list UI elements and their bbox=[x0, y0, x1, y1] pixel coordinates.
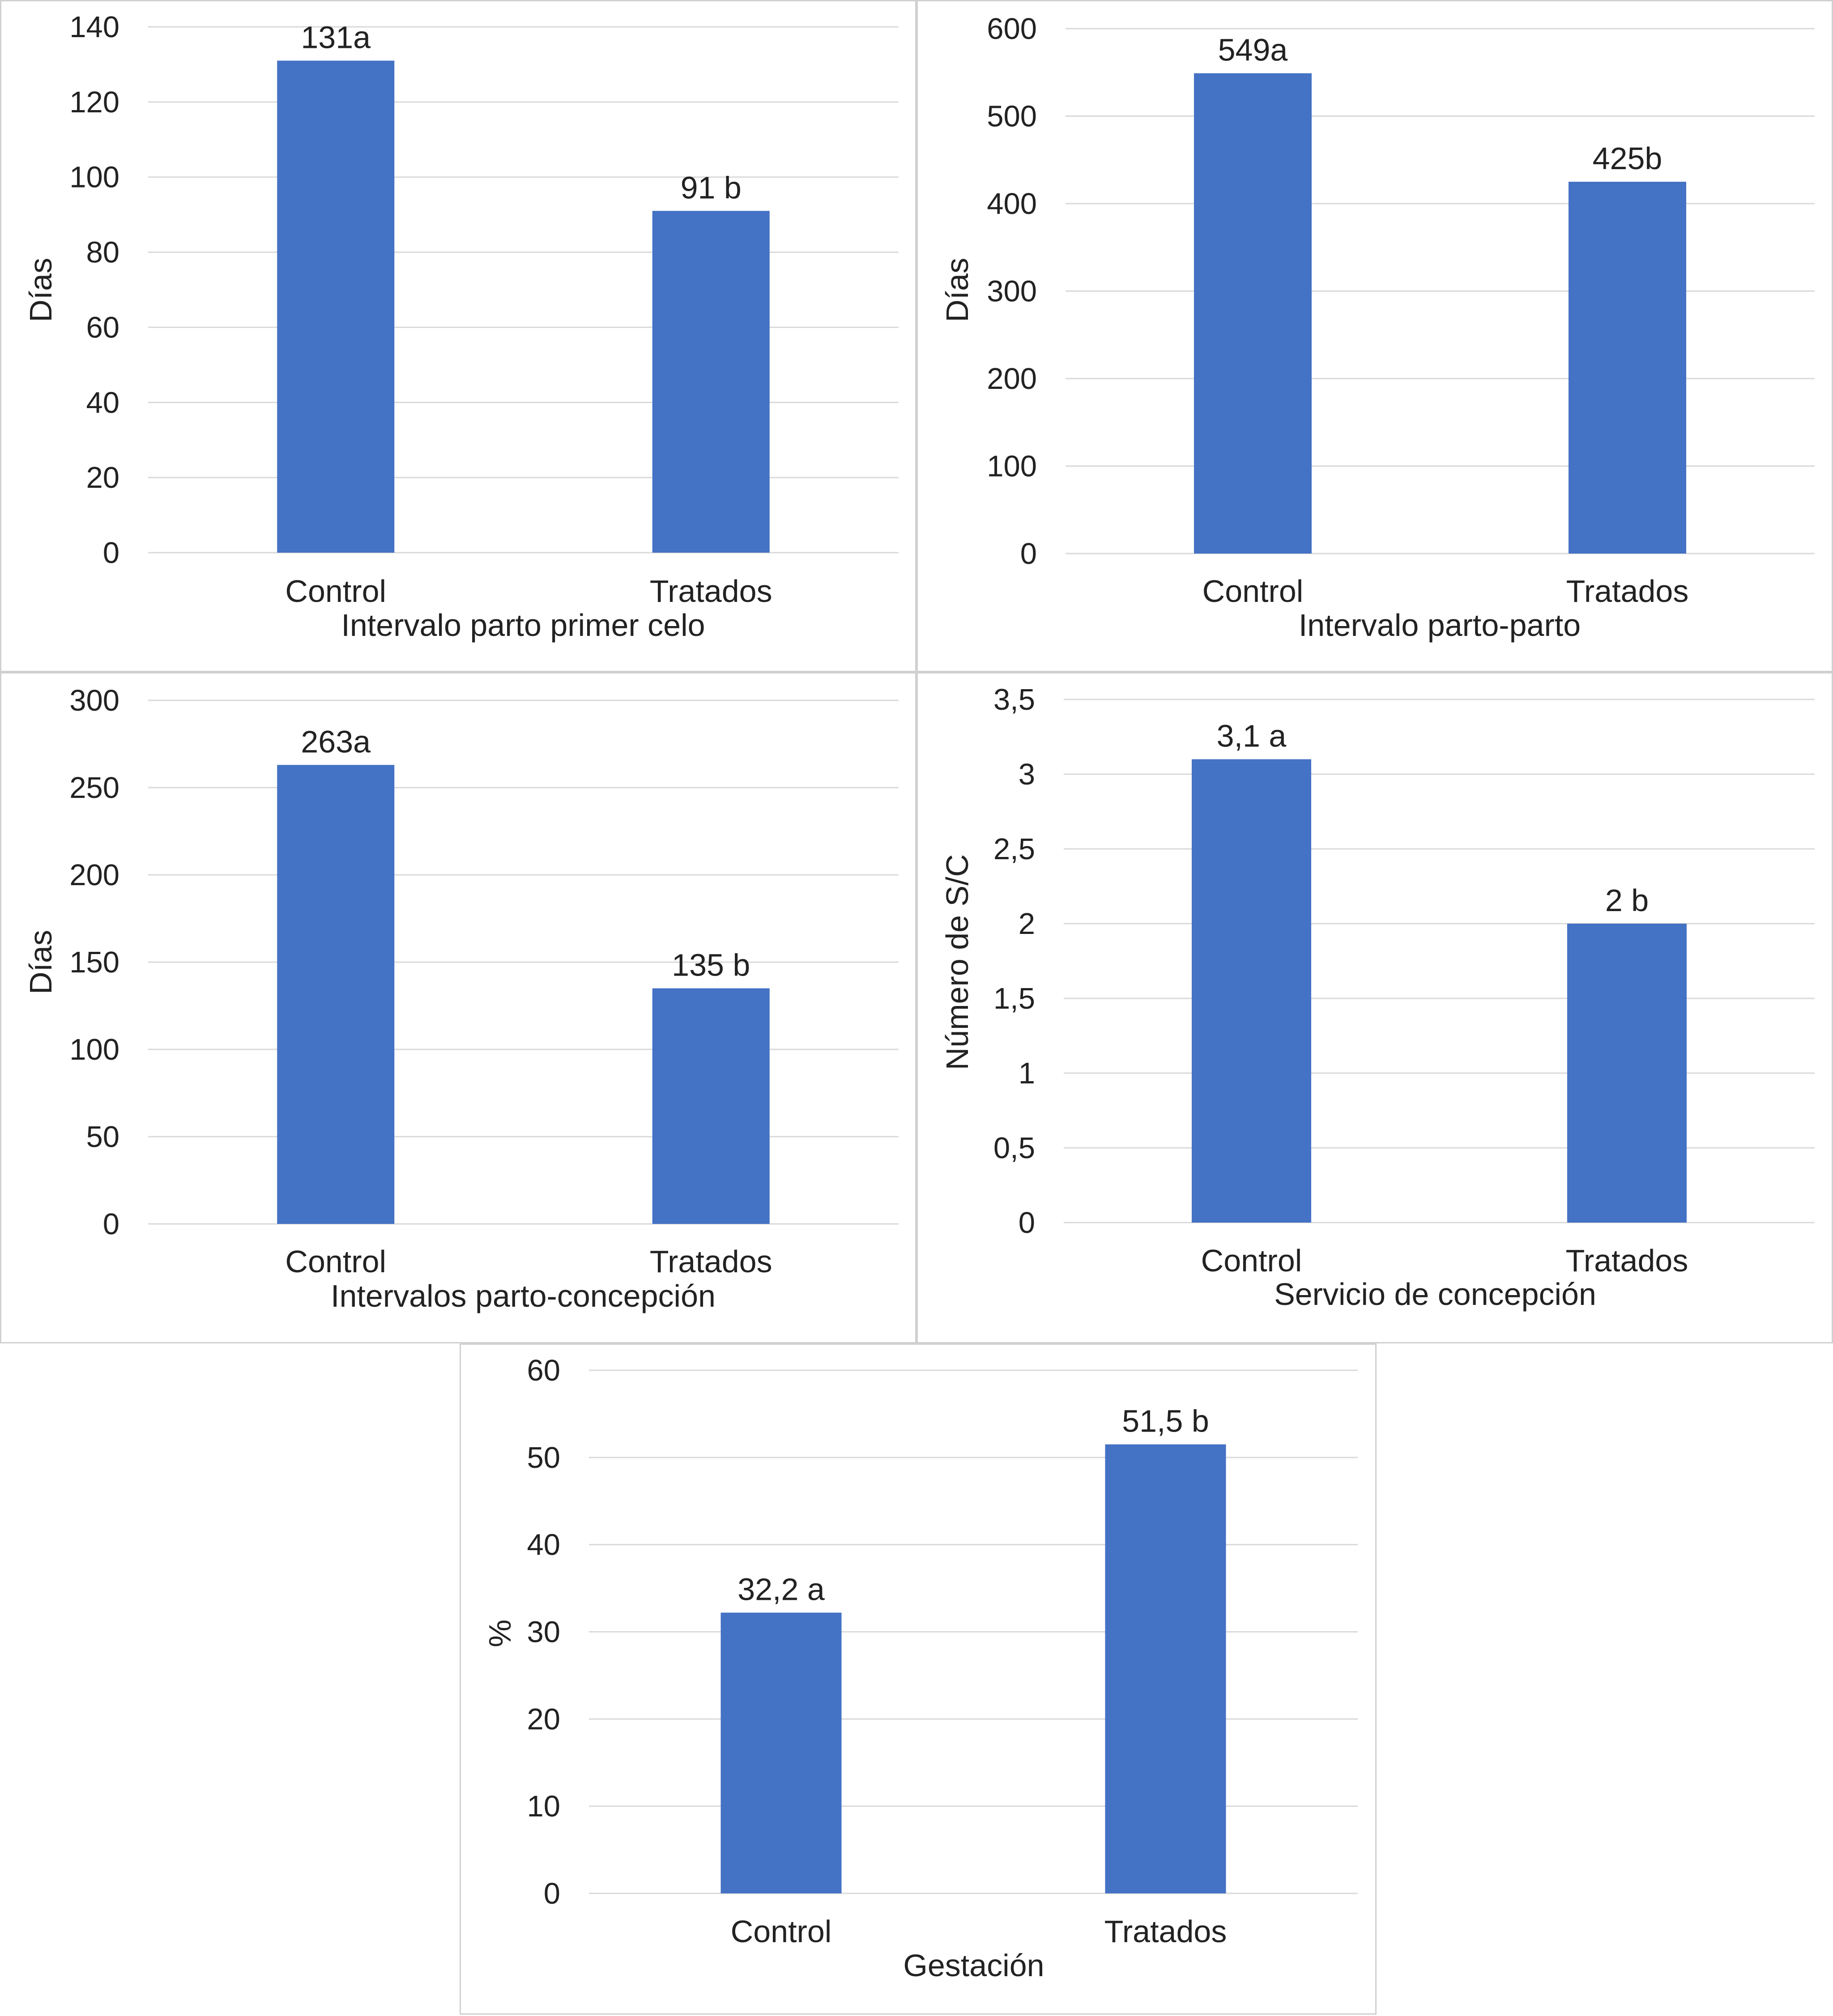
category-label: Control bbox=[731, 1914, 832, 1949]
bar-tratados bbox=[1105, 1444, 1226, 1893]
category-label: Tratados bbox=[1566, 1243, 1688, 1278]
bar-tratados bbox=[1567, 924, 1687, 1223]
y-tick-label: 200 bbox=[69, 858, 119, 892]
y-tick-label: 250 bbox=[69, 771, 119, 805]
chart-panel-1: 0 20 40 60 80 100 120 140 131a Control 91 b Tratado… bbox=[0, 0, 916, 672]
y-tick-label: 10 bbox=[527, 1790, 560, 1823]
y-axis-label: Días bbox=[23, 930, 58, 994]
y-tick-label: 2,5 bbox=[993, 832, 1035, 866]
y-tick-label: 500 bbox=[987, 100, 1037, 133]
y-tick-label: 100 bbox=[987, 450, 1037, 483]
chart-panel-5: 0 10 20 30 40 50 60 32,2 a Control 51,5 b Tratados… bbox=[460, 1343, 1377, 2015]
data-label: 131a bbox=[301, 20, 371, 55]
y-tick-label: 1,5 bbox=[993, 982, 1035, 1015]
x-axis-label: Servicio de concepción bbox=[1274, 1277, 1596, 1312]
y-axis-label: % bbox=[482, 1620, 517, 1647]
chart-panel-2: 0 100 200 300 400 500 600 549a Control 425b Tratad… bbox=[916, 0, 1833, 672]
data-label: 549a bbox=[1218, 33, 1288, 68]
bar-control bbox=[277, 60, 395, 553]
data-label: 51,5 b bbox=[1122, 1404, 1209, 1439]
category-label: Control bbox=[1201, 1243, 1302, 1278]
y-tick-label: 200 bbox=[987, 362, 1037, 396]
y-tick-label: 120 bbox=[69, 85, 119, 119]
data-label: 263a bbox=[301, 724, 371, 759]
y-tick-label: 600 bbox=[987, 12, 1037, 46]
y-tick-label: 300 bbox=[987, 275, 1037, 308]
y-tick-label: 30 bbox=[527, 1615, 560, 1649]
y-tick-label: 100 bbox=[69, 1033, 119, 1066]
x-axis-label: Intervalo parto-parto bbox=[1299, 608, 1581, 643]
y-tick-label: 3,5 bbox=[993, 683, 1035, 716]
bar-control bbox=[1192, 759, 1311, 1223]
category-label: Tratados bbox=[1104, 1914, 1227, 1949]
data-label: 2 b bbox=[1605, 883, 1649, 918]
bar-control bbox=[1194, 73, 1312, 554]
chart-intervalos-parto-concepcion: 0 50 100 150 200 250 300 263a Control 135 b Tratad… bbox=[23, 684, 899, 1313]
data-label: 135 b bbox=[672, 948, 750, 983]
bar-tratados bbox=[652, 211, 770, 553]
y-tick-label: 40 bbox=[527, 1528, 560, 1562]
bar-control bbox=[277, 765, 395, 1224]
chart-servicio-de-concepcion: 0 0,5 1 1,5 2 2,5 3 3,5 3,1 a Control 2 b TratadosS… bbox=[940, 683, 1815, 1312]
y-tick-label: 150 bbox=[69, 946, 119, 979]
y-axis-label: Días bbox=[23, 258, 58, 322]
x-axis-label: Gestación bbox=[903, 1948, 1044, 1983]
data-label: 425b bbox=[1593, 141, 1662, 176]
bar-control bbox=[720, 1612, 842, 1893]
chart-intervalo-parto-primer-celo: 0 20 40 60 80 100 120 140 131a Control 91 b Tratado… bbox=[23, 10, 899, 643]
y-tick-label: 50 bbox=[86, 1120, 119, 1154]
category-label: Tratados bbox=[650, 1244, 772, 1279]
x-axis-label: Intervalos parto-concepción bbox=[331, 1279, 716, 1313]
category-label: Tratados bbox=[650, 574, 772, 609]
y-tick-label: 40 bbox=[86, 386, 119, 419]
y-axis-label: Días bbox=[940, 258, 975, 322]
data-label: 91 b bbox=[681, 170, 742, 205]
y-tick-label: 3 bbox=[1019, 758, 1035, 791]
chart-panel-3: 0 50 100 150 200 250 300 263a Control 135 b Tratad… bbox=[0, 672, 916, 1343]
y-tick-label: 0 bbox=[103, 536, 119, 570]
y-tick-label: 0,5 bbox=[993, 1131, 1035, 1165]
y-tick-label: 60 bbox=[86, 311, 119, 344]
y-tick-label: 20 bbox=[86, 461, 119, 494]
y-tick-label: 80 bbox=[86, 236, 119, 269]
y-tick-label: 1 bbox=[1019, 1057, 1035, 1090]
chart-intervalo-parto-parto: 0 100 200 300 400 500 600 549a Control 425b Tratad… bbox=[940, 12, 1815, 643]
category-label: Control bbox=[1202, 574, 1304, 609]
y-tick-label: 400 bbox=[987, 187, 1037, 221]
category-label: Control bbox=[285, 574, 386, 609]
x-axis-label: Intervalo parto primer celo bbox=[341, 608, 705, 643]
data-label: 32,2 a bbox=[737, 1572, 825, 1607]
chart-gestacion: 0 10 20 30 40 50 60 32,2 a Control 51,5 b Tratados… bbox=[482, 1354, 1358, 1983]
y-tick-label: 20 bbox=[527, 1702, 560, 1736]
y-tick-label: 0 bbox=[1020, 537, 1037, 571]
chart-panel-4: 0 0,5 1 1,5 2 2,5 3 3,5 3,1 a Control 2 b Tratados S… bbox=[916, 672, 1833, 1343]
y-tick-label: 50 bbox=[527, 1441, 560, 1475]
bar-tratados bbox=[1569, 182, 1686, 554]
y-tick-label: 0 bbox=[544, 1877, 560, 1910]
data-label: 3,1 a bbox=[1217, 719, 1287, 754]
y-tick-label: 2 bbox=[1019, 907, 1035, 941]
y-axis-label: Número de S/C bbox=[940, 854, 975, 1070]
bar-tratados bbox=[652, 988, 770, 1224]
y-tick-label: 0 bbox=[103, 1207, 119, 1241]
y-tick-label: 0 bbox=[1019, 1206, 1035, 1240]
y-tick-label: 140 bbox=[69, 10, 119, 44]
y-tick-label: 100 bbox=[69, 161, 119, 194]
y-tick-label: 60 bbox=[527, 1354, 560, 1387]
category-label: Tratados bbox=[1566, 574, 1689, 609]
y-tick-label: 300 bbox=[69, 684, 119, 717]
category-label: Control bbox=[285, 1244, 386, 1279]
